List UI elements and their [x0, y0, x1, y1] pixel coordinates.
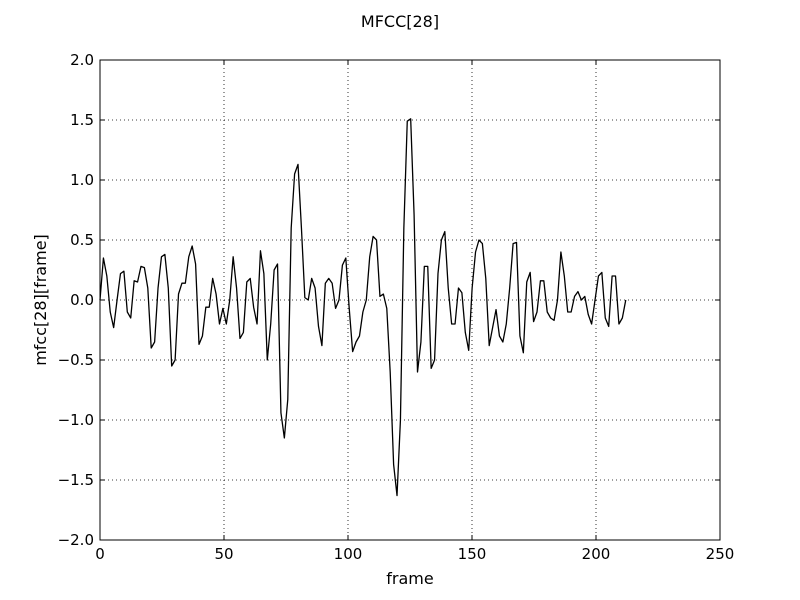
y-tick-label: −0.5	[58, 351, 94, 369]
y-axis-label: mfcc[28][frame]	[31, 234, 50, 366]
series-layer	[99, 118, 627, 497]
series-line	[99, 118, 627, 497]
y-tick-label: 2.0	[70, 51, 94, 69]
x-tick-label: 250	[706, 545, 735, 563]
y-tick-label: 1.0	[70, 171, 94, 189]
chart-title: MFCC[28]	[361, 12, 439, 31]
y-tick-label: −2.0	[58, 531, 94, 549]
ticks: 0 50 100 150 200 250 2.0 1.5 1.0 0.5 0.0 −0.5 −1.0 −1…	[58, 51, 735, 563]
y-tick-label: −1.0	[58, 411, 94, 429]
x-axis-label: frame	[386, 569, 433, 588]
y-tick-label: 0.5	[70, 231, 94, 249]
x-tick-label: 100	[334, 545, 363, 563]
x-tick-label: 200	[582, 545, 611, 563]
y-tick-label: 1.5	[70, 111, 94, 129]
x-tick-label: 150	[458, 545, 487, 563]
y-tick-label: −1.5	[58, 471, 94, 489]
x-tick-label: 50	[214, 545, 233, 563]
grid	[100, 60, 720, 540]
y-tick-label: 0.0	[70, 291, 94, 309]
x-tick-label: 0	[95, 545, 105, 563]
